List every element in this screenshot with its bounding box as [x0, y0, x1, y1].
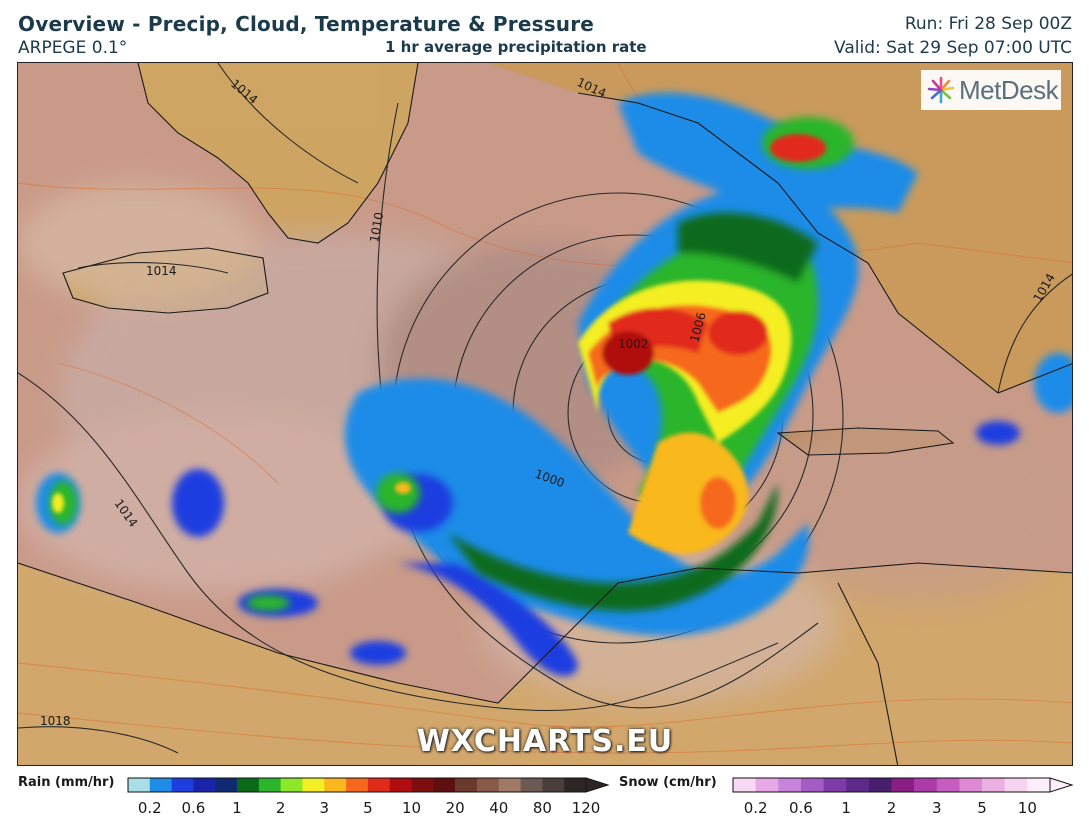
isobar-1014-west — [18, 372, 779, 712]
metdesk-starburst-icon — [927, 76, 955, 104]
isobar-sicily — [77, 261, 229, 274]
legend-color-swatch — [411, 778, 434, 792]
legend-color-swatch — [733, 778, 756, 792]
legend-color-swatch — [982, 778, 1006, 792]
legend-color-swatch — [778, 778, 802, 792]
legend-color-swatch — [476, 778, 500, 792]
isobar-1010 — [376, 102, 819, 709]
legend-color-swatch — [128, 778, 151, 792]
legend-tick-label: 0.2 — [743, 799, 768, 817]
legend-tick-label: 5 — [977, 799, 987, 817]
legend-extend-arrow — [1049, 777, 1074, 793]
legend-color-swatch — [389, 778, 412, 792]
legend-color-swatch — [846, 778, 870, 792]
wxcharts-watermark: WXCHARTS.EU — [416, 724, 674, 759]
legend-tick-label: 1 — [841, 799, 851, 817]
legend-tick-label: 1 — [232, 799, 242, 817]
legend-color-swatch — [868, 778, 892, 792]
legend-color-swatch — [215, 778, 238, 792]
isobar-label: 1018 — [40, 714, 71, 728]
legend-tick-label: 20 — [445, 799, 465, 817]
legend-color-swatch — [755, 778, 779, 792]
legend-tick-label: 3 — [932, 799, 942, 817]
legend-tick-label: 2 — [275, 799, 286, 817]
legend-tick-label: 0.2 — [137, 799, 162, 817]
legend-color-swatch — [346, 778, 369, 792]
field-subtitle: 1 hr average precipitation rate — [385, 38, 647, 56]
legend-tick-label: 2 — [886, 799, 897, 817]
legend-color-swatch — [1004, 778, 1028, 792]
legend-tick-label: 0.6 — [181, 799, 206, 817]
legend-color-swatch — [302, 778, 325, 792]
isobar-label: 1010 — [367, 211, 386, 244]
legend-color-swatch — [193, 778, 216, 792]
rain-legend-title: Rain (mm/hr) — [18, 775, 115, 790]
legend-color-swatch — [455, 778, 478, 792]
metdesk-logo: MetDesk — [921, 70, 1061, 110]
legend-color-swatch — [823, 778, 847, 792]
snow-legend-title: Snow (cm/hr) — [619, 775, 717, 790]
legend-color-swatch — [1027, 778, 1051, 792]
isobar-label: 1002 — [618, 337, 649, 351]
run-time: Run: Fri 28 Sep 00Z — [904, 14, 1072, 34]
legend-color-swatch — [800, 778, 824, 792]
legend-color-swatch — [280, 778, 303, 792]
land-balkans-greece — [488, 63, 1072, 393]
legend-color-swatch — [936, 778, 960, 792]
isobar-1018 — [18, 726, 179, 754]
legend-color-swatch — [149, 778, 172, 792]
legend-tick-label: 10 — [1017, 799, 1037, 817]
legend-tick-label: 5 — [363, 799, 373, 817]
legend-tick-label: 10 — [401, 799, 422, 817]
legend-color-swatch — [564, 778, 587, 792]
rain-colorbar — [127, 777, 610, 793]
rain-heavy-core — [52, 134, 826, 554]
valid-time: Valid: Sat 29 Sep 07:00 UTC — [834, 38, 1072, 58]
legend-tick-label: 40 — [489, 799, 509, 817]
legend-color-swatch — [433, 778, 456, 792]
coastlines — [18, 63, 1072, 765]
legend-tick-label: 80 — [532, 799, 552, 817]
legend-tick-label: 3 — [319, 799, 330, 817]
legend-color-swatch — [498, 778, 521, 792]
legend-color-swatch — [959, 778, 983, 792]
legend-color-swatch — [520, 778, 543, 792]
legend-color-swatch — [891, 778, 915, 792]
map-canvas: 1014 1014 1010 1014 1018 1014 1014 1006 … — [18, 63, 1072, 765]
isobar-1014-east — [997, 273, 1072, 394]
legend-bar-border — [127, 777, 587, 793]
legend-color-swatch — [914, 778, 938, 792]
land-italy — [138, 63, 418, 243]
legend-tick-label: 0.6 — [788, 799, 813, 817]
legend-tick-label: 120 — [571, 799, 601, 817]
legend-color-swatch — [367, 778, 391, 792]
legend-color-swatch — [171, 778, 194, 792]
metdesk-logo-text: MetDesk — [959, 74, 1059, 105]
model-name: ARPEGE 0.1° — [18, 38, 128, 58]
snow-colorbar — [732, 777, 1074, 793]
legend-color-swatch — [237, 778, 260, 792]
legend-bar-border — [732, 777, 1051, 793]
weather-map[interactable]: 1014 1014 1010 1014 1018 1014 1014 1006 … — [17, 62, 1073, 766]
legend-colorbars — [127, 777, 1074, 793]
precipitation-shield — [36, 92, 1072, 677]
chart-title: Overview - Precip, Cloud, Temperature & … — [18, 12, 595, 36]
legend-color-swatch — [324, 778, 347, 792]
legend-color-swatch — [542, 778, 565, 792]
legend-extend-arrow — [585, 777, 610, 793]
isobar-label: 1014 — [146, 264, 177, 278]
legend-color-swatch — [258, 778, 281, 792]
isobar-1014-north — [217, 63, 359, 184]
